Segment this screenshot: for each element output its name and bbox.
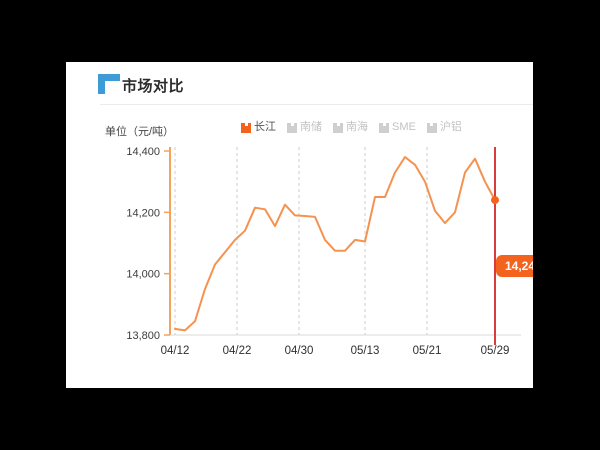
card-header: 市场对比 (66, 62, 533, 105)
legend-item-nanhai[interactable]: 南海 (333, 122, 368, 133)
corner-bracket-icon (98, 74, 120, 94)
grid-lines (174, 147, 496, 335)
legend-item-sme[interactable]: SME (379, 122, 416, 133)
legend-item-changjiang[interactable]: 长江 (241, 122, 276, 133)
y-axis-tick-labels: 13,800 14,000 14,200 14,400 (126, 146, 160, 342)
legend-label: 长江 (254, 121, 276, 133)
legend-label: 沪铝 (439, 121, 462, 133)
page-title: 市场对比 (122, 78, 185, 95)
x-tick-label: 04/30 (285, 345, 314, 357)
legend-marker-icon (426, 122, 437, 133)
x-tick-label: 04/22 (223, 345, 252, 357)
chart-legend: 长江 南储 南海 SME 沪铝 (241, 122, 462, 133)
legend-label: 南储 (300, 121, 322, 133)
legend-marker-icon (379, 122, 389, 133)
highlight-data-point (491, 196, 499, 205)
legend-marker-icon (333, 122, 343, 133)
unit-label: 单位（元/吨） (105, 126, 175, 138)
y-tick-label: 14,200 (126, 207, 160, 219)
x-tick-label: 05/13 (351, 345, 380, 357)
line-chart-plot[interactable]: 13,800 14,000 14,200 14,400 04/12 04/22 04/30… (66, 62, 533, 388)
x-axis-tick-labels: 04/12 04/22 04/30 05/13 05/21 05/29 (161, 345, 510, 357)
legend-item-nanchu[interactable]: 南储 (287, 122, 322, 133)
y-tick-label: 14,400 (126, 146, 160, 158)
y-tick-label: 13,800 (126, 330, 160, 342)
legend-marker-icon (241, 122, 251, 133)
y-tick-label: 14,000 (126, 269, 160, 281)
header-divider (100, 104, 533, 105)
legend-label: 南海 (346, 121, 368, 133)
value-tooltip: 14,240 (496, 255, 533, 277)
x-tick-label: 04/12 (161, 345, 190, 357)
market-comparison-card: 市场对比 单位（元/吨） 长江 南储 南海 SME 沪铝 (66, 62, 533, 388)
x-tick-label: 05/21 (413, 345, 442, 357)
series-line-changjiang (174, 156, 496, 332)
legend-label: SME (392, 121, 416, 133)
legend-item-hulv[interactable]: 沪铝 (426, 121, 462, 133)
y-axis-tick-marks (164, 150, 170, 336)
legend-marker-icon (287, 122, 297, 133)
axis-lines (169, 147, 521, 336)
x-tick-label: 05/29 (481, 345, 510, 357)
